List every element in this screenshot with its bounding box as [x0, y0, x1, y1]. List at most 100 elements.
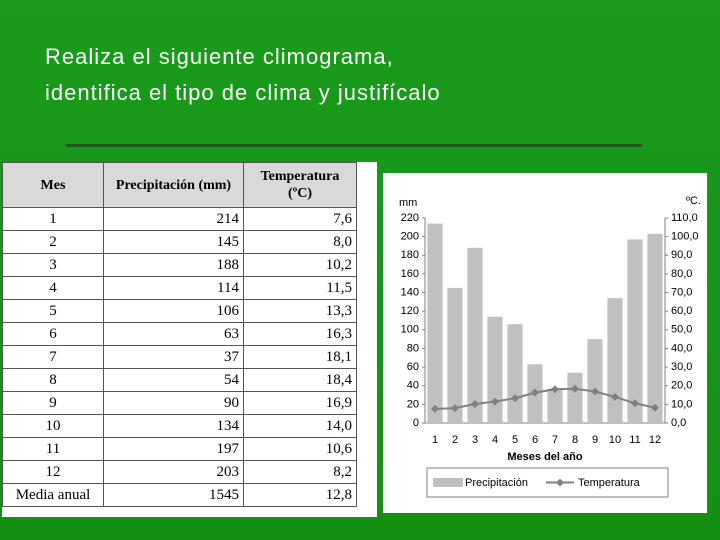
table-cell: 10 — [2, 414, 104, 438]
marker — [591, 387, 599, 396]
marker — [471, 399, 479, 408]
y-tick-label: 140 — [401, 286, 419, 298]
table-row: 9 90 16,9 — [2, 391, 357, 415]
table-cell: 8,2 — [243, 460, 357, 484]
y-tick-label: 160 — [401, 268, 419, 280]
header-cell: Temperatura (ºC) — [243, 162, 357, 208]
marker — [651, 403, 659, 412]
legend-label: Temperatura — [578, 477, 641, 489]
divider — [66, 144, 642, 147]
y2-tick-label: 30,0 — [671, 361, 692, 373]
marker — [611, 392, 619, 401]
bar — [487, 316, 503, 423]
y2-tick-label: 40,0 — [671, 342, 692, 354]
table-row: 1 214 7,6 — [2, 207, 357, 231]
y2-tick-label: 100,0 — [671, 231, 699, 243]
table-row: 10 134 14,0 — [2, 414, 357, 438]
table-row: 8 54 18,4 — [2, 368, 357, 392]
y-tick-label: 120 — [401, 305, 419, 317]
table-cell: 2 — [2, 230, 104, 254]
table-row: 12 203 8,2 — [2, 460, 357, 484]
table-cell: 4 — [2, 276, 104, 300]
table-cell: 5 — [2, 299, 104, 323]
bar — [547, 388, 563, 423]
x-tick-label: 5 — [512, 434, 518, 446]
table-cell: 134 — [103, 414, 244, 438]
table-cell: 3 — [2, 253, 104, 277]
table-row: 6 63 16,3 — [2, 322, 357, 346]
table-cell: 10,6 — [243, 437, 357, 461]
x-tick-label: 4 — [492, 434, 498, 446]
table-panel: Mes Precipitación (mm) Temperatura (ºC) 1 21… — [2, 162, 377, 517]
y-axis-title: mm — [399, 197, 417, 209]
x-tick-label: 9 — [592, 434, 598, 446]
table-cell: 106 — [103, 299, 244, 323]
header-cell: Precipitación (mm) — [103, 162, 244, 208]
y2-tick-label: 60,0 — [671, 305, 692, 317]
table-row: 3 188 10,2 — [2, 253, 357, 277]
y2-axis-title: ºC. — [686, 195, 701, 207]
x-tick-label: 11 — [629, 434, 640, 446]
x-tick-label: 7 — [552, 434, 558, 446]
table-cell: 90 — [103, 391, 244, 415]
bar — [507, 324, 523, 423]
y-tick-label: 200 — [401, 231, 419, 243]
table-cell: 63 — [103, 322, 244, 346]
table-cell: 18,1 — [243, 345, 357, 369]
footer-cell: 1545 — [103, 483, 244, 507]
table-cell: 214 — [103, 207, 244, 231]
marker — [551, 385, 559, 394]
x-tick-label: 10 — [609, 434, 621, 446]
table-cell: 11 — [2, 437, 104, 461]
table-row: 7 37 18,1 — [2, 345, 357, 369]
y2-tick-label: 110,0 — [671, 212, 698, 224]
table-cell: 6 — [2, 322, 104, 346]
x-tick-label: 8 — [572, 434, 578, 446]
y2-tick-label: 50,0 — [671, 324, 692, 336]
marker — [431, 404, 439, 413]
y-tick-label: 20 — [407, 398, 419, 410]
table-row: 2 145 8,0 — [2, 230, 357, 254]
y2-tick-label: 80,0 — [671, 268, 692, 280]
table-row: 5 106 13,3 — [2, 299, 357, 323]
y2-tick-label: 70,0 — [671, 286, 692, 298]
marker — [631, 399, 639, 408]
table-cell: 7 — [2, 345, 104, 369]
y-tick-label: 80 — [407, 342, 419, 354]
y-tick-label: 100 — [401, 324, 419, 336]
table-row: 11 197 10,6 — [2, 437, 357, 461]
table-cell: 197 — [103, 437, 244, 461]
y-tick-label: 0 — [413, 417, 419, 429]
bar — [587, 339, 603, 423]
y-tick-label: 60 — [407, 361, 419, 373]
table-cell: 54 — [103, 368, 244, 392]
table-cell: 16,9 — [243, 391, 357, 415]
table-cell: 13,3 — [243, 299, 357, 323]
x-tick-label: 12 — [649, 434, 661, 446]
y2-tick-label: 0,0 — [671, 417, 686, 429]
x-tick-label: 1 — [432, 434, 438, 446]
table-cell: 16,3 — [243, 322, 357, 346]
table-cell: 10,2 — [243, 253, 357, 277]
marker — [451, 404, 459, 413]
table-cell: 14,0 — [243, 414, 357, 438]
x-tick-label: 2 — [452, 434, 458, 446]
y2-tick-label: 20,0 — [671, 380, 692, 392]
legend-label: Precipitación — [465, 477, 528, 489]
bar — [607, 298, 623, 423]
table-cell: 145 — [103, 230, 244, 254]
legend-swatch — [555, 478, 564, 487]
marker — [491, 397, 499, 406]
table-cell: 18,4 — [243, 368, 357, 392]
line — [434, 387, 656, 410]
footer-cell: 12,8 — [243, 483, 357, 507]
y2-tick-label: 90,0 — [671, 249, 692, 261]
bar — [647, 233, 663, 423]
bar — [567, 372, 583, 423]
table-cell: 37 — [103, 345, 244, 369]
bar — [447, 287, 463, 423]
header-row: Mes Precipitación (mm) Temperatura (ºC) — [2, 162, 357, 208]
bar — [627, 239, 643, 423]
table-cell: 12 — [2, 460, 104, 484]
